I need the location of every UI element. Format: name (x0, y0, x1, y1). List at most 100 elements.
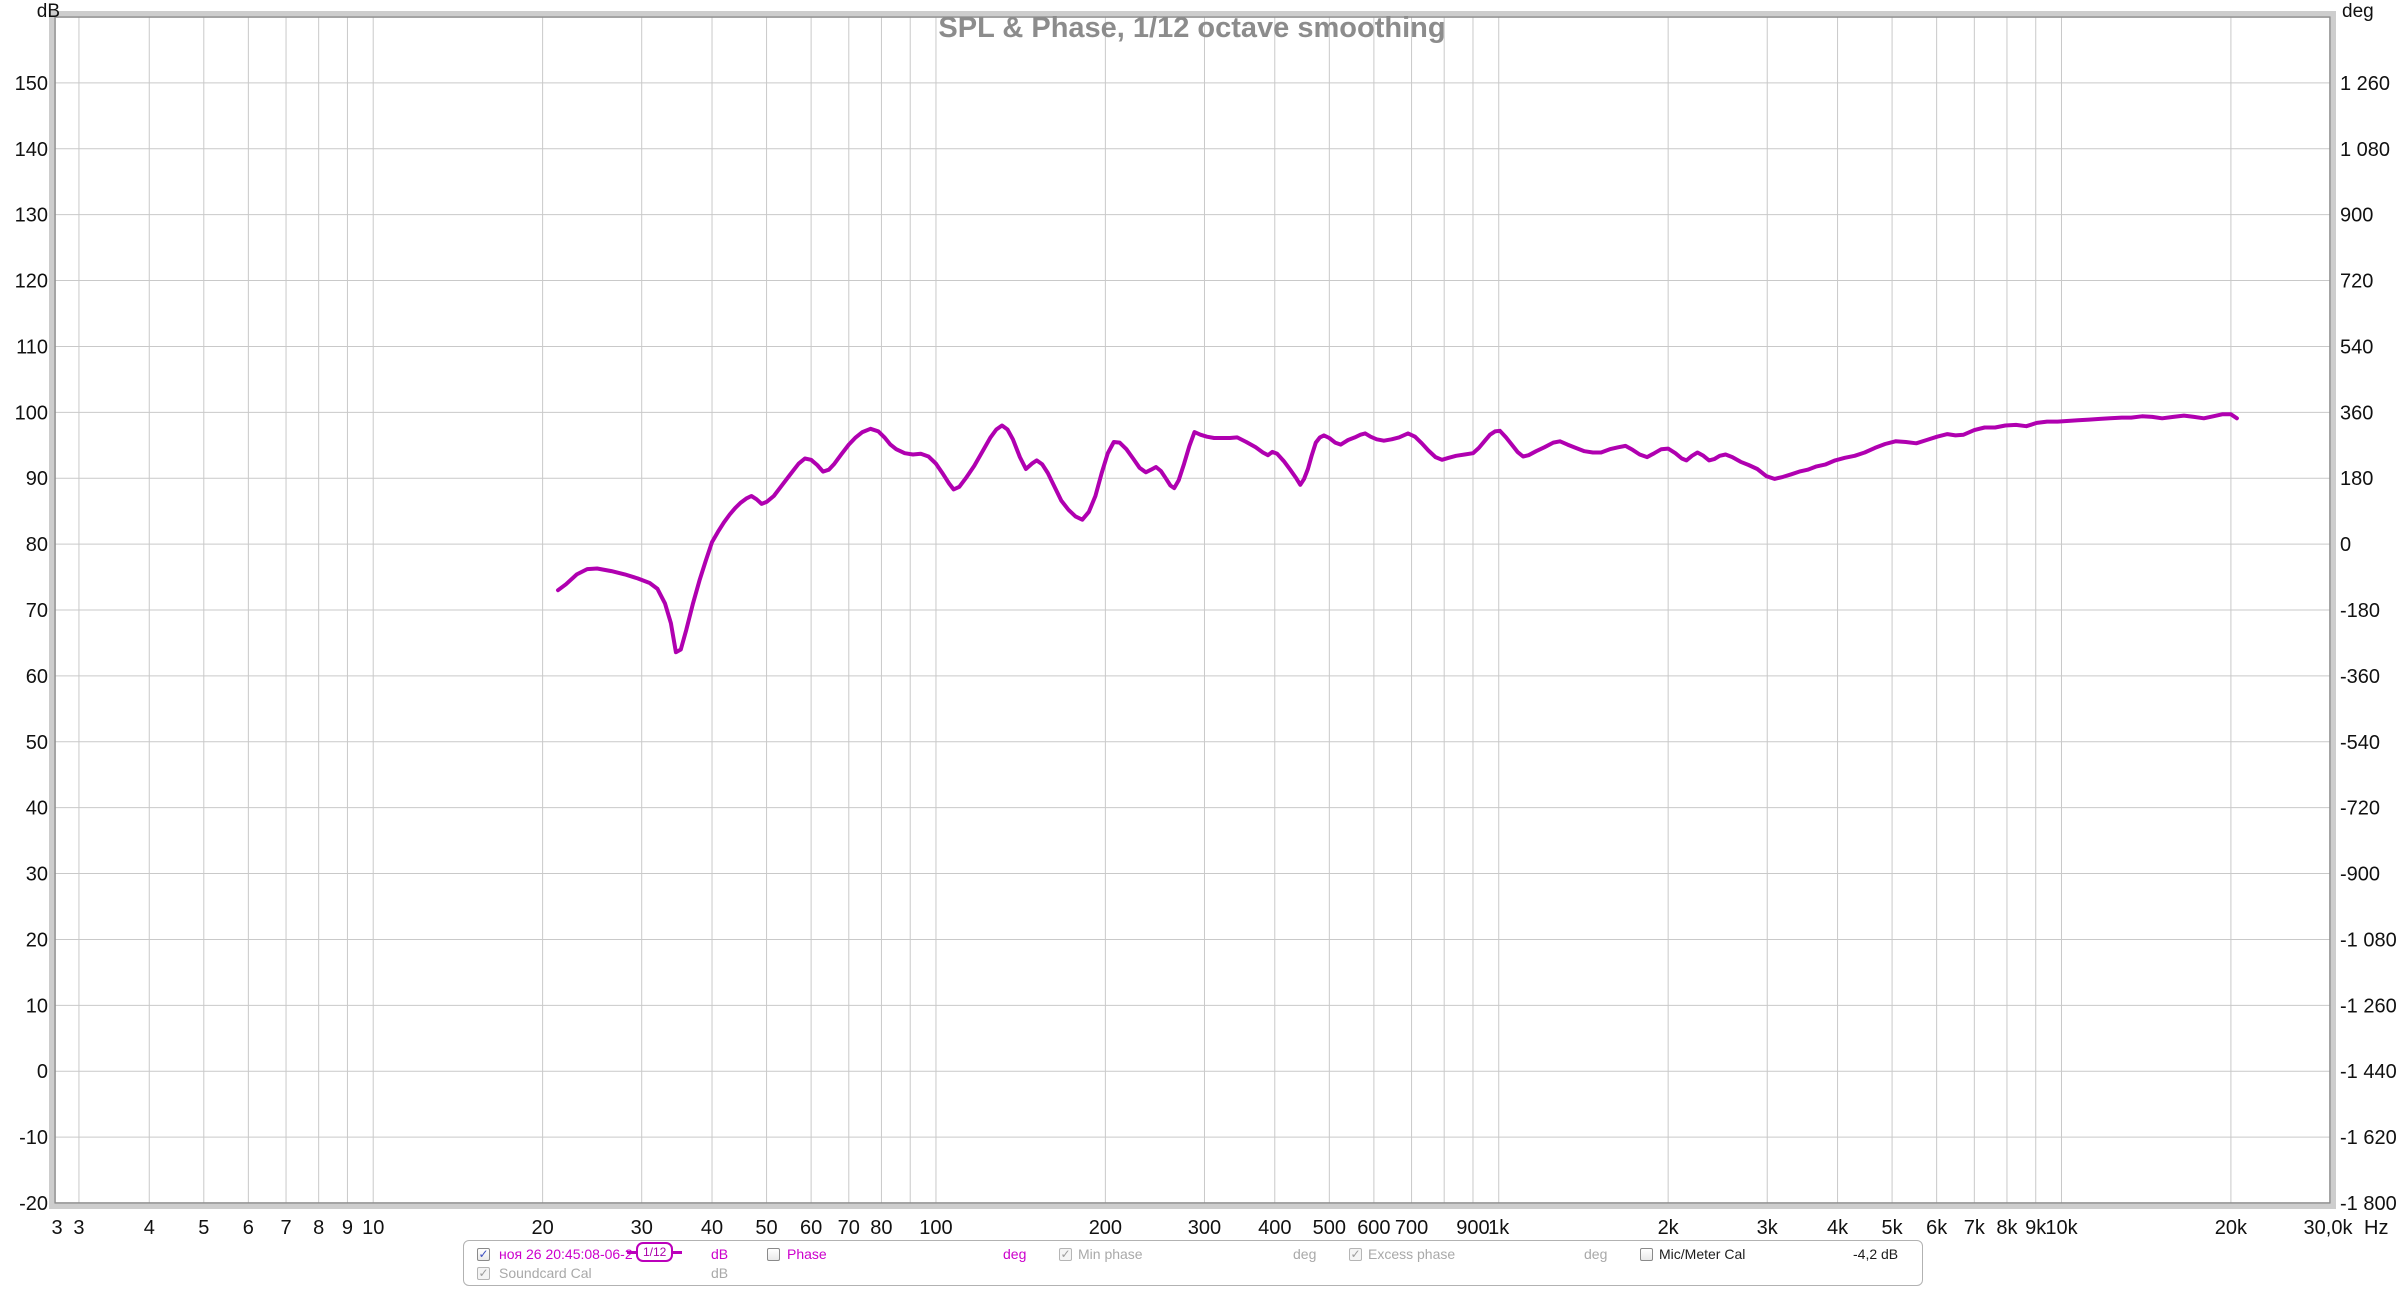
x-tick-label: 5 (198, 1217, 209, 1239)
x-tick-label: 20k (2215, 1217, 2248, 1239)
x-tick-label: 20 (531, 1217, 553, 1239)
mic-meter-cal-checkbox[interactable] (1640, 1248, 1653, 1261)
trace-line-sample (673, 1250, 683, 1254)
x-tick-label: 600 (1357, 1217, 1390, 1239)
min-phase-label: Min phase (1078, 1246, 1143, 1262)
y-left-tick-label: 20 (26, 929, 48, 951)
y-left-tick-label: 0 (37, 1061, 48, 1083)
y-right-tick-label: 1 080 (2340, 139, 2390, 161)
y-right-tick-label: 900 (2340, 205, 2373, 227)
phase-checkbox[interactable] (767, 1248, 780, 1261)
y-left-tick-label: 100 (15, 402, 48, 424)
mic-meter-cal-label[interactable]: Mic/Meter Cal (1659, 1246, 1746, 1262)
y-right-tick-label: -540 (2340, 732, 2380, 754)
x-tick-label: 7 (280, 1217, 291, 1239)
x-tick-label: 4k (1827, 1217, 1849, 1239)
y-right-tick-label: -1 800 (2340, 1193, 2397, 1215)
y-left-tick-label: 110 (16, 336, 48, 358)
y-left-tick-label: 120 (15, 271, 48, 293)
y-right-axis-unit: deg (2342, 1, 2374, 22)
y-right-tick-label: -180 (2340, 600, 2380, 622)
y-right-tick-label: -1 260 (2340, 995, 2397, 1017)
y-left-tick-label: 140 (15, 139, 48, 161)
x-tick-label: 3 (73, 1217, 84, 1239)
x-axis-min-label: 3 (51, 1217, 62, 1239)
x-tick-label: 500 (1313, 1217, 1346, 1239)
x-tick-label: 30 (631, 1217, 653, 1239)
smoothing-badge[interactable]: 1/12 (627, 1242, 683, 1262)
x-tick-label: 200 (1089, 1217, 1122, 1239)
phase-unit-label: deg (1003, 1246, 1027, 1262)
mic-meter-cal-value: -4,2 dB (1853, 1246, 1899, 1262)
measurement-checkbox[interactable] (477, 1248, 490, 1261)
x-axis-max-label: 30,0k (2304, 1217, 2354, 1239)
y-left-tick-label: 150 (15, 73, 48, 95)
x-tick-label: 9k (2025, 1217, 2047, 1239)
x-tick-label: 10 (362, 1217, 384, 1239)
x-tick-label: 700 (1395, 1217, 1428, 1239)
y-right-tick-label: -1 620 (2340, 1127, 2397, 1149)
plot-border (54, 16, 2331, 1204)
y-right-tick-label: -1 440 (2340, 1061, 2397, 1083)
x-tick-label: 50 (755, 1217, 777, 1239)
smoothing-value: 1/12 (636, 1242, 674, 1262)
x-tick-label: 300 (1188, 1217, 1221, 1239)
y-right-tick-label: 540 (2340, 336, 2373, 358)
x-tick-label: 10k (2045, 1217, 2078, 1239)
y-right-tick-label: 0 (2340, 534, 2351, 556)
excess-phase-checkbox[interactable] (1349, 1248, 1362, 1261)
y-right-tick-label: 720 (2340, 271, 2373, 293)
soundcard-unit-label: dB (711, 1265, 729, 1281)
x-tick-label: 8 (313, 1217, 324, 1239)
y-left-tick-label: 10 (26, 995, 48, 1017)
x-tick-label: 40 (701, 1217, 723, 1239)
y-left-tick-label: -20 (19, 1193, 48, 1215)
min-phase-checkbox[interactable] (1059, 1248, 1072, 1261)
excess-phase-unit-label: deg (1584, 1246, 1608, 1262)
x-axis-unit: Hz (2364, 1217, 2388, 1239)
y-left-tick-label: 80 (26, 534, 48, 556)
y-left-tick-label: 70 (26, 600, 48, 622)
y-right-tick-label: -900 (2340, 864, 2380, 886)
x-tick-label: 900 (1456, 1217, 1489, 1239)
y-right-tick-label: -1 080 (2340, 929, 2397, 951)
soundcard-cal-checkbox[interactable] (477, 1267, 490, 1280)
x-tick-label: 3k (1757, 1217, 1779, 1239)
x-tick-label: 8k (1996, 1217, 2018, 1239)
spl-trace (556, 412, 2239, 655)
legend-box: ноя 26 20:45:08-06-2 1/12 dB Phase deg M… (463, 1240, 1923, 1286)
measurement-name[interactable]: ноя 26 20:45:08-06-2 (499, 1246, 633, 1262)
x-tick-label: 5k (1882, 1217, 1904, 1239)
x-tick-label: 6 (243, 1217, 254, 1239)
y-left-tick-label: -10 (19, 1127, 48, 1149)
x-tick-label: 70 (838, 1217, 860, 1239)
y-right-tick-label: 180 (2340, 468, 2373, 490)
x-tick-label: 60 (800, 1217, 822, 1239)
y-left-tick-label: 30 (26, 864, 48, 886)
x-tick-label: 100 (919, 1217, 952, 1239)
trace-line-sample (627, 1250, 636, 1254)
y-right-tick-label: 360 (2340, 402, 2373, 424)
y-left-axis-unit: dB (36, 1, 60, 22)
x-tick-label: 2k (1658, 1217, 1680, 1239)
soundcard-cal-label: Soundcard Cal (499, 1265, 592, 1281)
x-tick-label: 4 (144, 1217, 155, 1239)
phase-label[interactable]: Phase (787, 1246, 827, 1262)
x-tick-label: 80 (870, 1217, 892, 1239)
x-tick-label: 9 (342, 1217, 353, 1239)
y-left-tick-label: 60 (26, 666, 48, 688)
x-tick-label: 6k (1926, 1217, 1948, 1239)
y-left-tick-label: 50 (26, 732, 48, 754)
x-tick-label: 400 (1258, 1217, 1291, 1239)
spl-unit-label: dB (711, 1246, 729, 1262)
y-left-tick-label: 40 (26, 798, 48, 820)
y-right-tick-label: -360 (2340, 666, 2380, 688)
y-left-tick-label: 90 (26, 468, 48, 490)
x-tick-label: 7k (1964, 1217, 1986, 1239)
chart-title: SPL & Phase, 1/12 octave smoothing (938, 12, 1446, 44)
y-left-tick-label: 130 (15, 205, 48, 227)
min-phase-unit-label: deg (1293, 1246, 1317, 1262)
y-right-tick-label: -720 (2340, 798, 2380, 820)
